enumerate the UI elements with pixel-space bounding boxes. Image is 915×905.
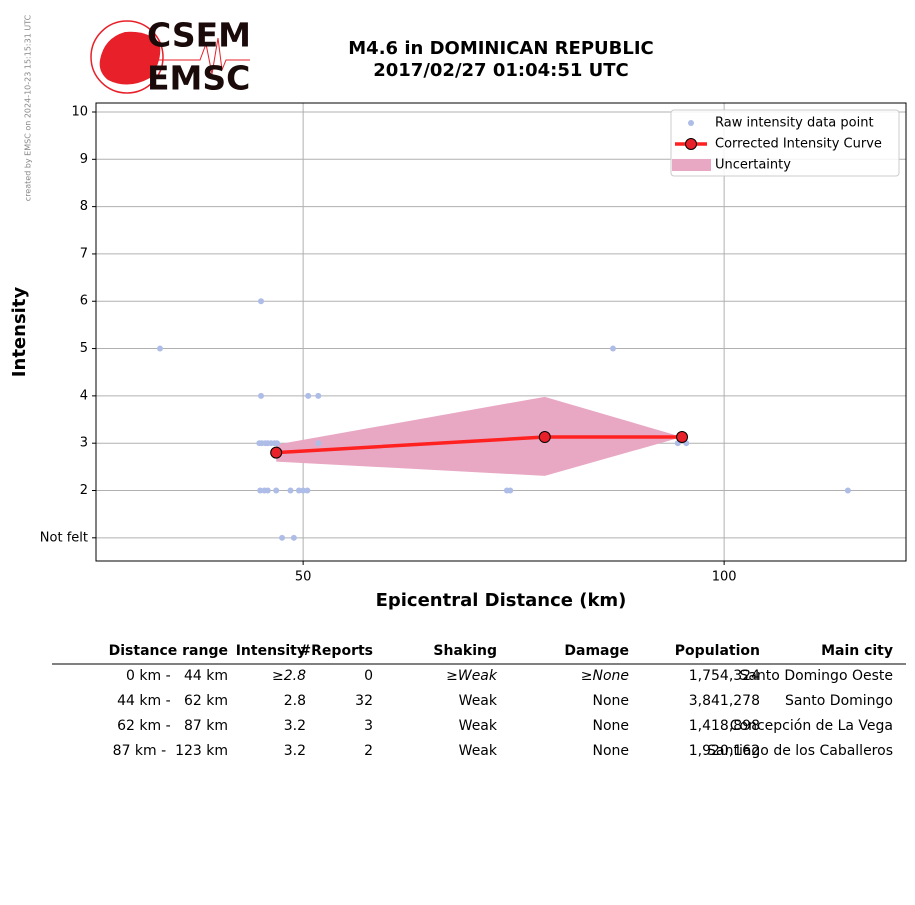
y-axis-label: Intensity: [9, 287, 30, 378]
table-cell: 3,841,278: [689, 693, 760, 709]
y-tick-label: Not felt: [40, 530, 88, 545]
table-header: Intensity: [236, 643, 306, 659]
data-point: [507, 487, 514, 494]
data-point: [257, 487, 264, 494]
data-point: [274, 440, 281, 447]
logo-wave: [150, 37, 250, 75]
table-cell: 0 km - 44 km: [126, 668, 228, 684]
table-cell: None: [592, 693, 629, 709]
table-cell: 3: [364, 718, 373, 734]
table-cell: 32: [355, 693, 373, 709]
legend-marker: [685, 138, 697, 150]
table-cell: Santiago de los Caballeros: [707, 743, 893, 759]
data-point: [844, 487, 851, 494]
legend-label: Raw intensity data point: [715, 116, 874, 131]
table-cell: Weak: [459, 718, 498, 734]
x-axis-label: Epicentral Distance (km): [376, 590, 627, 611]
legend: Raw intensity data point Corrected Intens…: [670, 109, 900, 177]
data-point: [295, 487, 302, 494]
logo-text: EMSC: [147, 59, 250, 98]
y-tick-label: 10: [71, 104, 88, 119]
data-point: [156, 345, 163, 352]
curve-marker: [538, 431, 551, 444]
y-tick-label: 9: [80, 152, 88, 167]
data-point: [264, 487, 271, 494]
table-cell: 62 km - 87 km: [117, 718, 228, 734]
y-tick-label: 7: [80, 246, 88, 261]
table-cell: 87 km - 123 km: [113, 743, 228, 759]
logo-circle: [90, 20, 164, 94]
table-header: Population: [675, 643, 760, 659]
x-tick-label: 100: [712, 570, 737, 585]
data-point: [305, 392, 312, 399]
table-cell: 0: [364, 668, 373, 684]
table-cell: Santo Domingo: [785, 693, 893, 709]
table-cell: Santo Domingo Oeste: [739, 668, 893, 684]
data-point: [287, 487, 294, 494]
x-tick-label: 50: [295, 570, 312, 585]
y-tick-label: 4: [80, 388, 88, 403]
table-header: Damage: [564, 643, 629, 659]
table-cell: None: [592, 718, 629, 734]
legend-box: [670, 109, 900, 177]
legend-marker: [688, 120, 694, 126]
legend-marker: [672, 159, 711, 171]
table-header: Distance range: [109, 643, 228, 659]
data-point: [258, 392, 265, 399]
logo-text: CSEM: [147, 16, 251, 55]
data-point: [273, 487, 280, 494]
table-cell: 3.2: [284, 743, 306, 759]
table-header: Shaking: [433, 643, 497, 659]
data-point: [315, 392, 322, 399]
y-tick-label: 6: [80, 294, 88, 309]
table-cell: 2.8: [284, 693, 306, 709]
table-cell: 1,418,898: [689, 718, 760, 734]
table-header: Main city: [821, 643, 893, 659]
chart-title: 2017/02/27 01:04:51 UTC: [373, 60, 629, 81]
legend-label: Corrected Intensity Curve: [715, 137, 882, 152]
table-cell: Weak: [459, 693, 498, 709]
credit: created by EMSC on 2024-10-23 15:15:31 U…: [24, 14, 33, 201]
logo: CSEM EMSC: [90, 16, 251, 98]
chart-title: M4.6 in DOMINICAN REPUBLIC: [348, 38, 653, 59]
table-cell: ≥2.8: [272, 668, 306, 684]
curve-marker: [270, 446, 283, 459]
uncertainty-band: [276, 396, 683, 476]
table-cell: 44 km - 62 km: [117, 693, 228, 709]
table-header: #Reports: [299, 643, 373, 659]
table-cell: Concepción de La Vega: [730, 718, 893, 734]
data-point: [609, 345, 616, 352]
data-point: [258, 298, 265, 305]
data-point: [279, 534, 286, 541]
y-tick-label: 2: [80, 483, 88, 498]
curve-marker: [676, 431, 689, 444]
table-cell: 3.2: [284, 718, 306, 734]
table-cell: None: [592, 743, 629, 759]
table-cell: 2: [364, 743, 373, 759]
data-point: [304, 487, 311, 494]
table-cell: 1,920,162: [689, 743, 760, 759]
y-tick-label: 5: [80, 341, 88, 356]
table-cell: 1,754,324: [689, 668, 760, 684]
table-cell: ≥Weak: [446, 668, 498, 684]
data-point: [315, 440, 322, 447]
logo-map: [99, 31, 161, 85]
data-point: [290, 534, 297, 541]
y-tick-label: 8: [80, 199, 88, 214]
plot-frame: [95, 102, 907, 562]
table-cell: Weak: [459, 743, 498, 759]
y-tick-label: 3: [80, 436, 88, 451]
legend-label: Uncertainty: [715, 158, 791, 173]
table-cell: ≥None: [581, 668, 629, 684]
data-point: [300, 487, 307, 494]
